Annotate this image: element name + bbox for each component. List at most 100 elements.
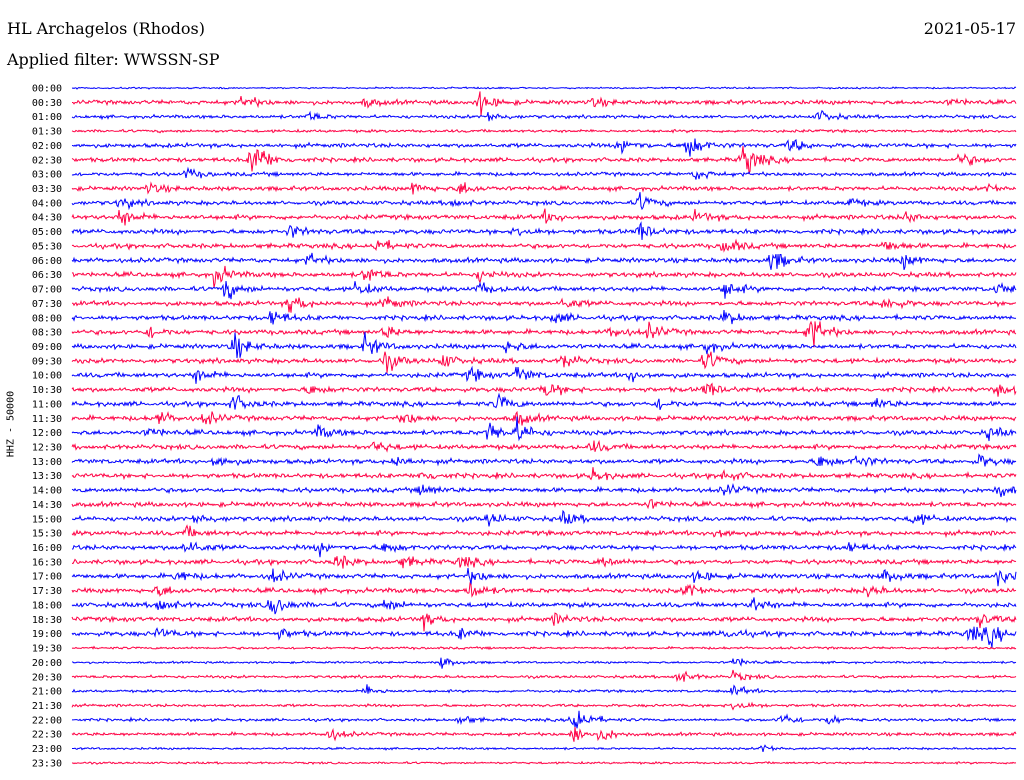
trace-line-0730 [72, 296, 1017, 313]
time-tick-label: 07:00 [32, 285, 62, 296]
trace-line-2200 [71, 710, 1017, 729]
trace-line-2230 [71, 726, 1017, 742]
trace-line-2000 [71, 657, 1017, 669]
time-tick-label: 03:30 [32, 184, 62, 195]
time-tick-label: 12:00 [32, 428, 62, 439]
trace-line-1430 [71, 499, 1017, 510]
time-tick-label: 20:00 [32, 658, 62, 669]
filter-label: Applied filter: WWSSN-SP [7, 50, 220, 69]
time-tick-label: 00:00 [32, 84, 62, 95]
time-tick-label: 09:00 [32, 342, 62, 353]
trace-line-2130 [71, 701, 1017, 711]
time-tick-label: 14:00 [32, 486, 62, 497]
trace-line-0300 [71, 166, 1017, 180]
time-tick-label: 03:00 [32, 170, 62, 181]
time-tick-label: 04:00 [32, 198, 62, 209]
time-tick-label: 14:30 [32, 500, 62, 511]
trace-line-0100 [71, 109, 1017, 122]
time-tick-label: 19:00 [32, 629, 62, 640]
trace-line-2030 [71, 669, 1017, 683]
time-tick-label: 18:00 [32, 600, 62, 611]
time-tick-label: 09:30 [32, 356, 62, 367]
time-tick-label: 06:30 [32, 270, 62, 281]
trace-line-0800 [71, 310, 1017, 325]
time-tick-label: 06:00 [32, 256, 62, 267]
time-tick-label: 01:30 [32, 127, 62, 138]
time-tick-label: 13:30 [32, 471, 62, 482]
trace-line-0600 [71, 252, 1017, 270]
time-tick-label: 11:30 [32, 414, 62, 425]
time-tick-label: 02:00 [32, 141, 62, 152]
trace-line-1500 [71, 509, 1017, 527]
trace-line-1900 [71, 626, 1017, 648]
time-tick-label: 21:00 [32, 687, 62, 698]
trace-line-0630 [71, 265, 1017, 288]
time-tick-label: 19:30 [32, 644, 62, 655]
trace-line-0830 [71, 320, 1017, 348]
time-tick-label: 08:00 [32, 313, 62, 324]
trace-line-1030 [71, 382, 1017, 397]
trace-line-2300 [72, 744, 1017, 753]
trace-line-2330 [71, 760, 1017, 766]
time-tick-label: 07:30 [32, 299, 62, 310]
time-tick-label: 05:30 [32, 241, 62, 252]
time-tick-label: 04:30 [32, 213, 62, 224]
time-tick-label: 11:00 [32, 399, 62, 410]
time-tick-label: 16:30 [32, 557, 62, 568]
time-tick-label: 17:30 [32, 586, 62, 597]
time-tick-label: 02:30 [32, 155, 62, 166]
trace-line-0900 [71, 331, 1017, 359]
time-tick-label: 15:30 [32, 529, 62, 540]
trace-line-0000 [71, 86, 1017, 90]
time-tick-label: 15:00 [32, 514, 62, 525]
trace-line-0500 [71, 221, 1017, 240]
trace-line-0530 [71, 238, 1017, 253]
trace-line-1600 [71, 541, 1017, 558]
time-tick-label: 12:30 [32, 443, 62, 454]
trace-line-1330 [71, 467, 1017, 482]
trace-line-0930 [71, 351, 1017, 373]
trace-line-1730 [71, 581, 1017, 598]
time-tick-label: 01:00 [32, 112, 62, 123]
trace-line-1000 [71, 365, 1017, 384]
station-title: HL Archagelos (Rhodos) [7, 19, 205, 38]
trace-line-0230 [71, 146, 1017, 175]
trace-line-0030 [72, 91, 1017, 116]
trace-line-1300 [71, 453, 1017, 468]
trace-line-0700 [71, 281, 1017, 300]
time-tick-label: 10:30 [32, 385, 62, 396]
time-tick-label: 21:30 [32, 701, 62, 712]
time-tick-label: 00:30 [32, 98, 62, 109]
trace-line-1200 [71, 416, 1017, 442]
trace-line-1100 [71, 392, 1017, 410]
time-tick-label: 18:30 [32, 615, 62, 626]
time-tick-label: 20:30 [32, 672, 62, 683]
trace-line-1830 [71, 612, 1017, 632]
trace-line-1630 [71, 555, 1017, 569]
date-label: 2021-05-17 [923, 19, 1016, 38]
time-tick-label: 16:00 [32, 543, 62, 554]
trace-line-1230 [71, 439, 1017, 453]
trace-line-1700 [71, 568, 1017, 587]
time-tick-label: 10:00 [32, 371, 62, 382]
trace-line-0130 [71, 128, 1017, 134]
time-tick-label: 23:30 [32, 758, 62, 769]
time-tick-label: 22:00 [32, 715, 62, 726]
trace-line-1930 [71, 645, 1017, 651]
time-tick-label: 17:00 [32, 572, 62, 583]
trace-line-1800 [71, 597, 1017, 615]
trace-line-0430 [71, 208, 1017, 226]
trace-line-1530 [71, 524, 1017, 539]
time-tick-label: 22:30 [32, 730, 62, 741]
trace-line-0330 [71, 181, 1017, 195]
trace-line-1130 [71, 410, 1017, 426]
time-tick-label: 08:30 [32, 328, 62, 339]
trace-line-1400 [71, 483, 1017, 498]
trace-line-2100 [71, 684, 1017, 696]
time-tick-label: 05:00 [32, 227, 62, 238]
trace-line-0200 [71, 138, 1017, 157]
time-tick-label: 23:00 [32, 744, 62, 755]
trace-line-0400 [71, 192, 1017, 211]
